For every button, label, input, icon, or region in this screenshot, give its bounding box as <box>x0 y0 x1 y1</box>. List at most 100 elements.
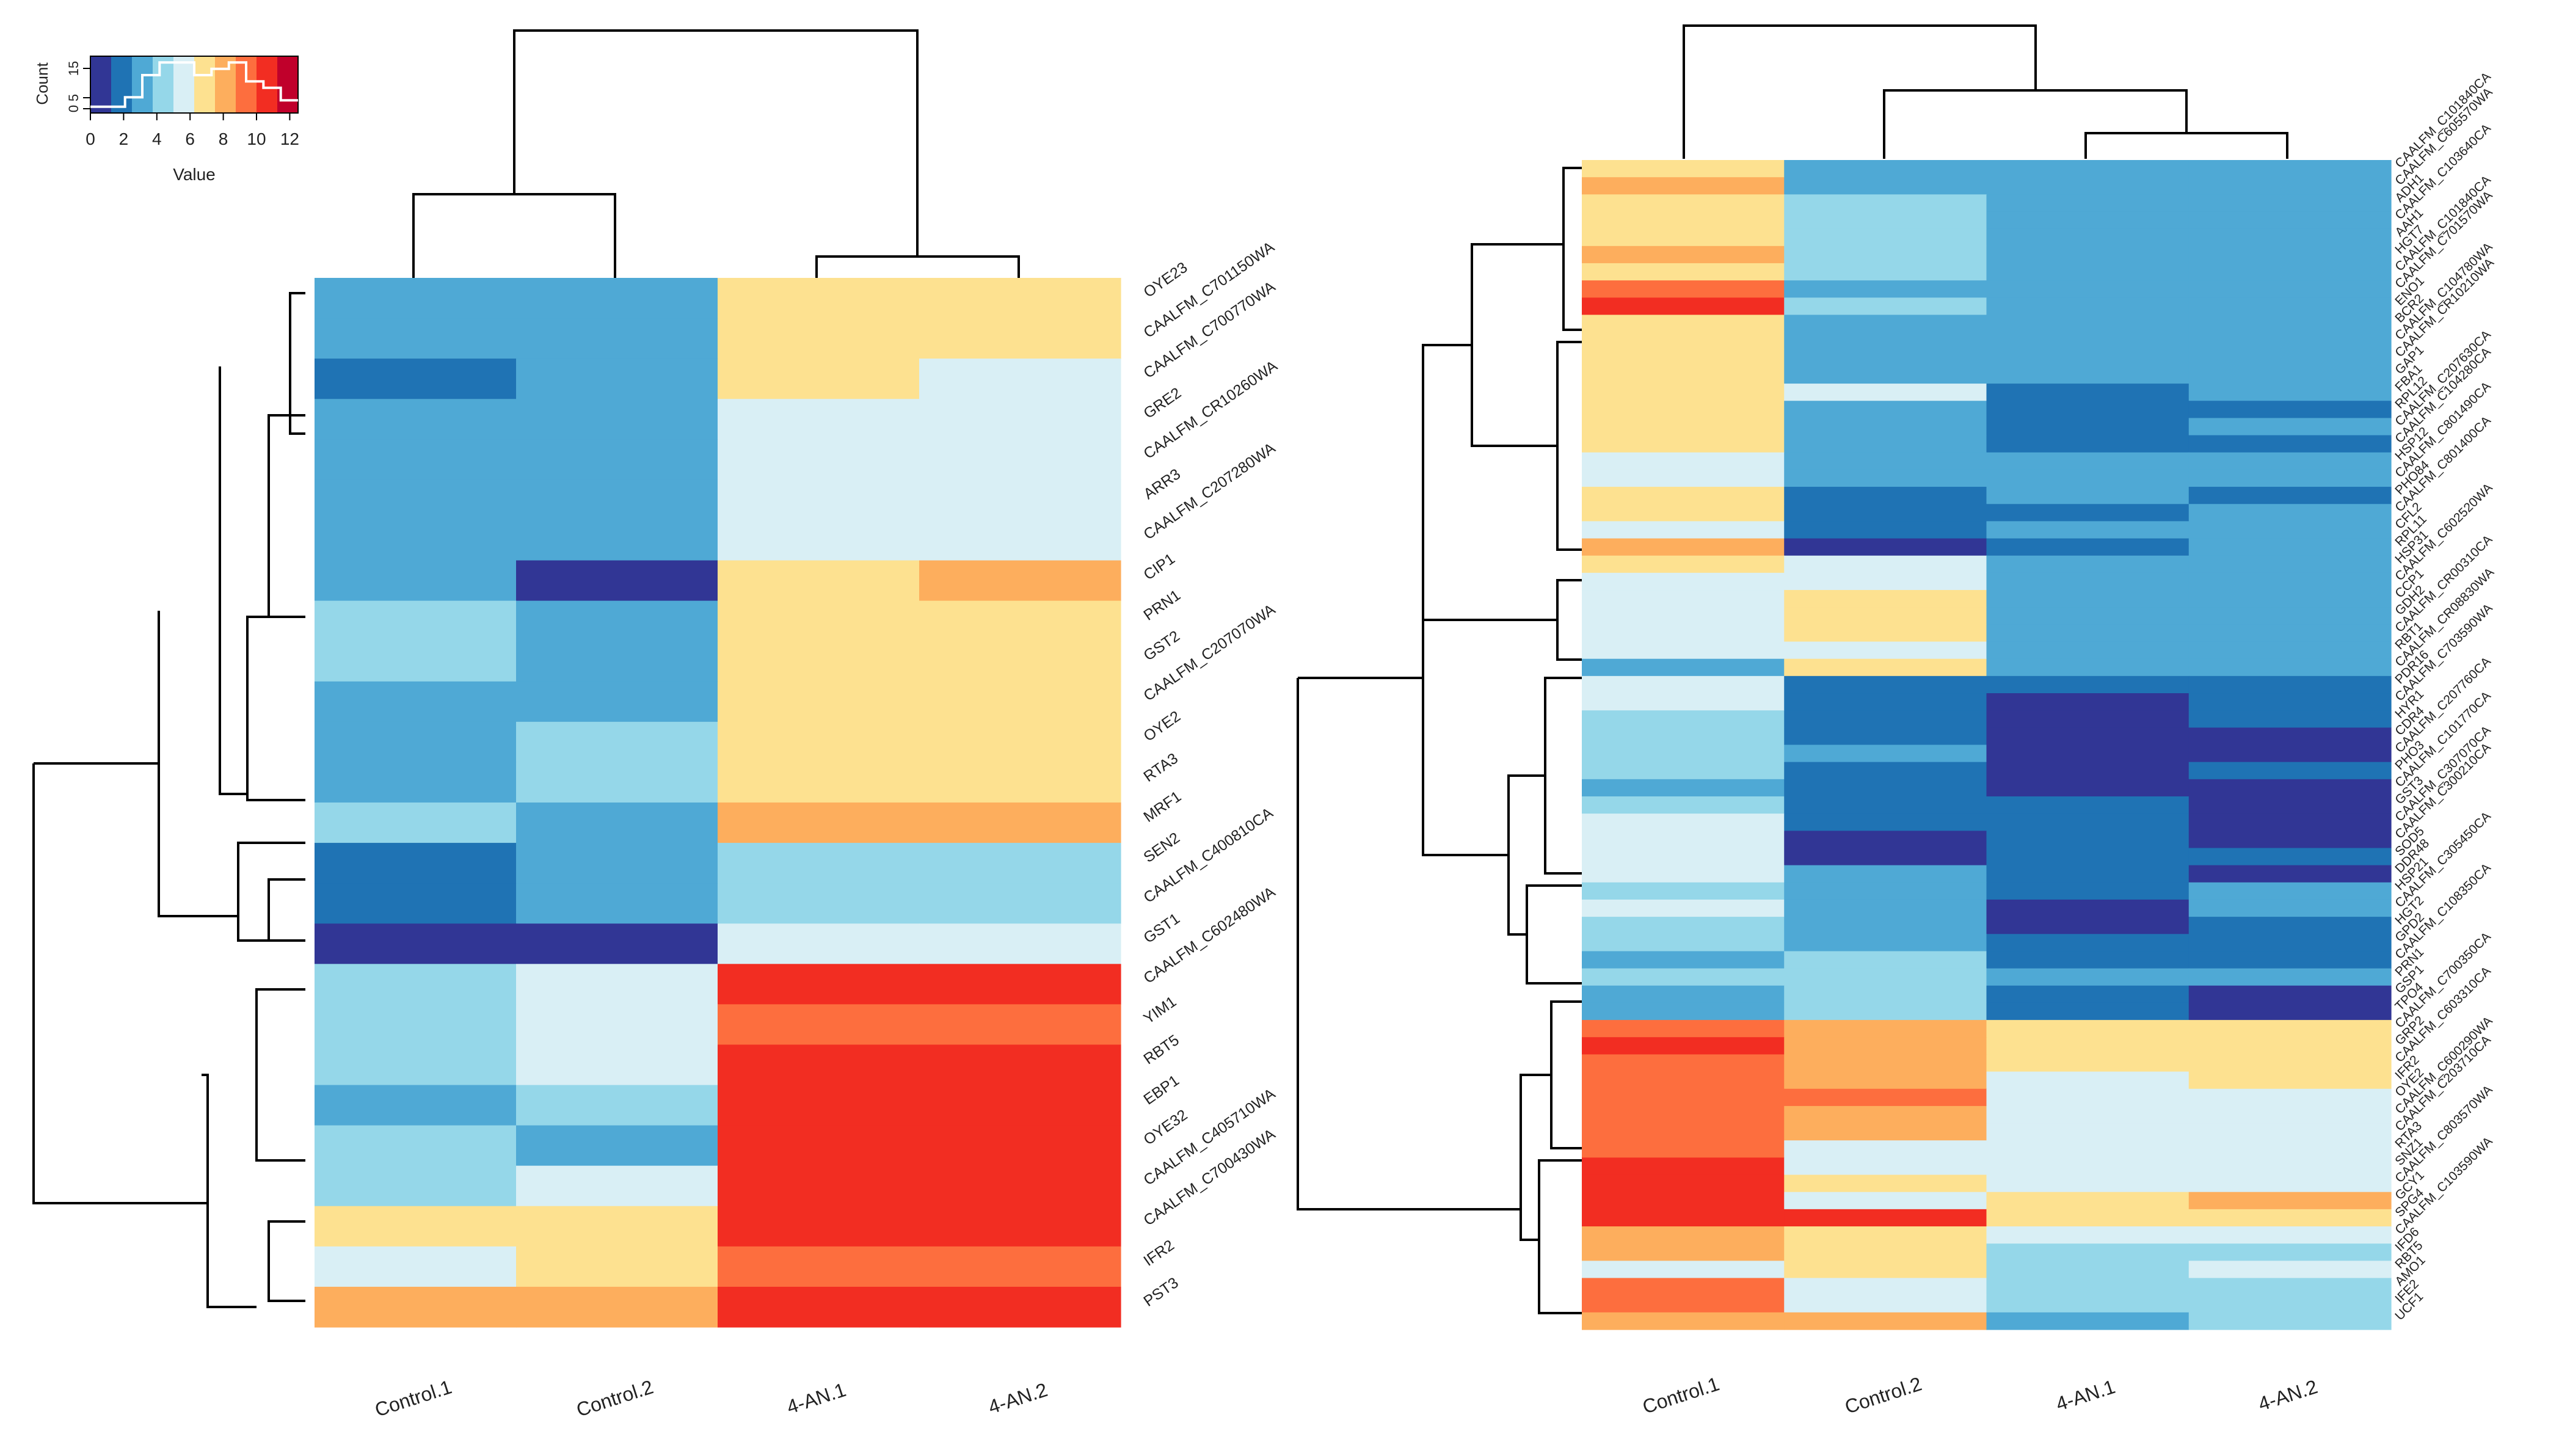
heatmap-cell <box>1582 538 1785 556</box>
heatmap-cell <box>1986 384 2190 401</box>
heatmap-cell <box>2188 1209 2392 1227</box>
heatmap-cell <box>1986 624 2190 642</box>
heatmap-cell <box>1784 1037 1987 1055</box>
color-key-x-tick-label: 0 <box>86 129 95 148</box>
heatmap-cell <box>1986 263 2190 281</box>
heatmap-cell <box>1986 831 2190 849</box>
heatmap-cell <box>2188 1105 2392 1124</box>
heatmap-cell <box>1582 1174 1785 1193</box>
heatmap-cell <box>1582 521 1785 539</box>
heatmap-cell <box>1784 1278 1987 1296</box>
heatmap-cell <box>2188 521 2392 539</box>
heatmap-cell <box>2188 968 2392 986</box>
heatmap-cell <box>1986 917 2190 934</box>
heatmap-cell <box>2188 865 2392 883</box>
heatmap-cell <box>1582 487 1785 504</box>
heatmap-cell <box>516 843 718 884</box>
heatmap-cell <box>1582 418 1785 436</box>
heatmap-cell <box>1986 487 2190 504</box>
heatmap-cell <box>1784 1054 1987 1072</box>
heatmap-cell <box>1986 177 2190 195</box>
heatmap-cell <box>1986 521 2190 539</box>
left-row-dendrogram <box>32 292 305 1308</box>
heatmap-cell <box>2188 744 2392 763</box>
heatmap-cell <box>1986 693 2190 711</box>
heatmap-cell <box>1582 865 1785 883</box>
heatmap-cell <box>919 278 1121 319</box>
heatmap-cell <box>1582 1020 1785 1038</box>
heatmap-cell <box>2188 452 2392 470</box>
heatmap-cell <box>2188 280 2392 298</box>
heatmap-cell <box>1582 297 1785 316</box>
heatmap-cell <box>516 762 718 803</box>
heatmap-cell <box>516 439 718 480</box>
left-row-branch-h <box>255 988 305 1162</box>
heatmap-cell <box>1582 1088 1785 1107</box>
heatmap-cell <box>1582 452 1785 470</box>
heatmap-cell <box>1784 848 1987 866</box>
heatmap-cell <box>2188 366 2392 384</box>
heatmap-cell <box>919 439 1121 480</box>
heatmap-cell <box>2188 177 2392 195</box>
heatmap-cell <box>2188 607 2392 625</box>
heatmap-cell <box>919 1165 1121 1207</box>
heatmap-cell <box>1784 315 1987 333</box>
heatmap-cell <box>718 560 920 602</box>
heatmap-cell <box>315 439 517 480</box>
heatmap-cell <box>1582 607 1785 625</box>
heatmap-cell <box>1582 1157 1785 1176</box>
heatmap-cell <box>919 843 1121 884</box>
heatmap-cell <box>1582 263 1785 281</box>
heatmap-cell <box>1784 177 1987 195</box>
heatmap-cell <box>1986 727 2190 746</box>
heatmap-cell <box>919 600 1121 642</box>
heatmap-cell <box>1582 315 1785 333</box>
left-row-branch-a <box>289 292 305 435</box>
heatmap-cell <box>1986 1020 2190 1038</box>
heatmap-cell <box>718 1085 920 1126</box>
heatmap-cell <box>1784 882 1987 900</box>
heatmap-cell <box>1582 624 1785 642</box>
right-row-branch-k <box>1538 1159 1582 1314</box>
heatmap-cell <box>718 883 920 924</box>
heatmap-cell <box>1784 641 1987 660</box>
heatmap-cell <box>1784 349 1987 367</box>
heatmap-cell <box>1582 177 1785 195</box>
heatmap-cell <box>2188 1312 2392 1330</box>
heatmap-cell <box>516 1206 718 1247</box>
heatmap-cell <box>1986 1123 2190 1141</box>
heatmap-cell <box>919 560 1121 602</box>
heatmap-cell <box>1784 280 1987 298</box>
heatmap-cell <box>919 1044 1121 1086</box>
heatmap-cell <box>1582 435 1785 453</box>
heatmap-cell <box>1986 1312 2190 1330</box>
right-column-dendrogram <box>1683 24 2288 159</box>
heatmap-cell <box>919 721 1121 763</box>
heatmap-cell <box>2188 1192 2392 1210</box>
heatmap-cell <box>1986 1140 2190 1158</box>
color-key-y-tick-label: 15 <box>66 61 81 76</box>
heatmap-cell <box>315 399 517 440</box>
color-key-swatch <box>111 56 133 113</box>
heatmap-cell <box>1784 727 1987 746</box>
heatmap-cell <box>2188 332 2392 350</box>
heatmap-cell <box>1784 263 1987 281</box>
heatmap-cell <box>1986 538 2190 556</box>
heatmap-cell <box>2188 487 2392 504</box>
heatmap-cell <box>1784 401 1987 419</box>
heatmap-cell <box>1784 796 1987 814</box>
heatmap-cell <box>718 641 920 682</box>
heatmap-cell <box>1986 796 2190 814</box>
heatmap-cell <box>516 479 718 521</box>
heatmap-cell <box>1986 590 2190 608</box>
heatmap-cell <box>1986 710 2190 728</box>
color-key-swatch <box>257 56 278 113</box>
heatmap-cell <box>2188 1140 2392 1158</box>
heatmap-cell <box>1582 1295 1785 1313</box>
color-key: 0 2 4 6 8 10 12 0 5 15 Count Value <box>33 56 299 184</box>
heatmap-cell <box>516 641 718 682</box>
heatmap-cell <box>1986 1054 2190 1072</box>
heatmap-cell <box>1582 934 1785 952</box>
heatmap-cell <box>1582 1071 1785 1090</box>
heatmap-cell <box>718 318 920 359</box>
